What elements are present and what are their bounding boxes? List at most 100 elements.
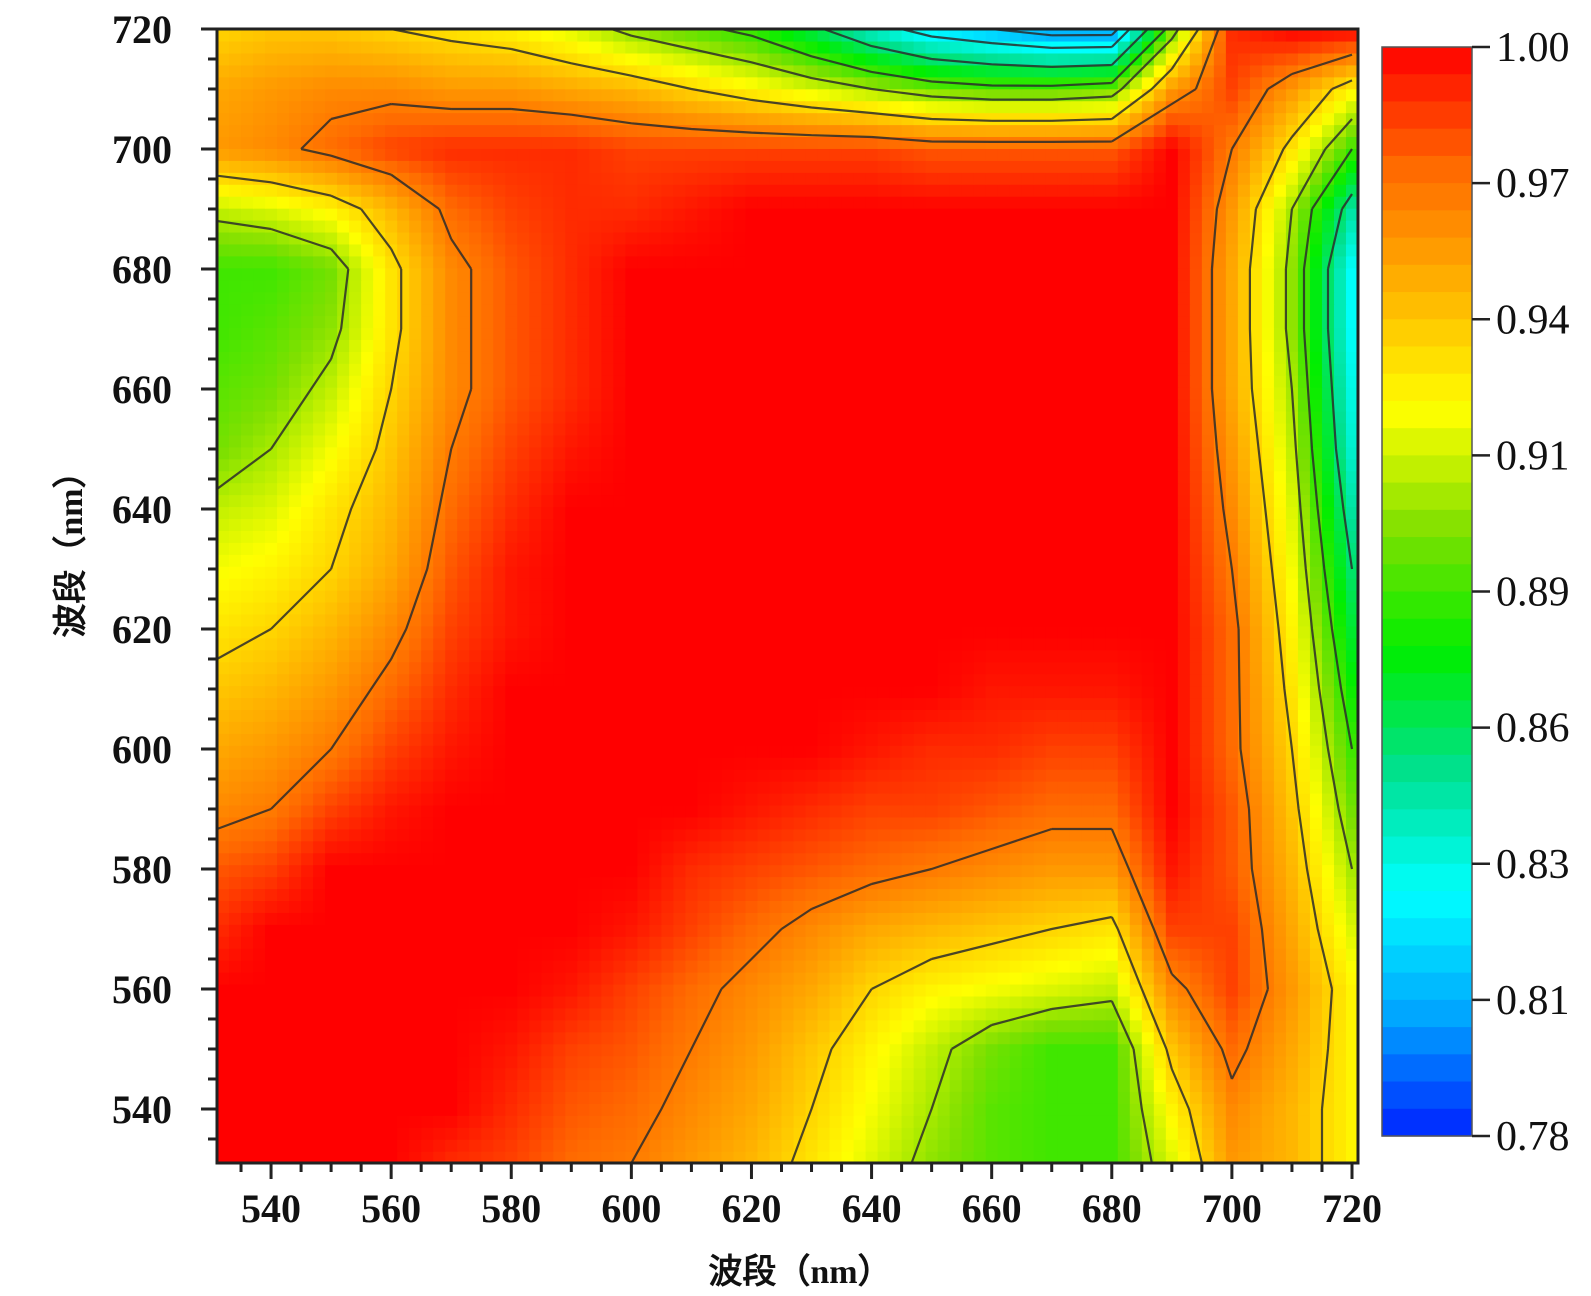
heat-cell <box>553 864 566 878</box>
heat-cell <box>673 637 687 651</box>
heat-cell <box>1273 661 1287 675</box>
heat-cell <box>1117 1091 1131 1104</box>
heat-cell <box>985 1115 999 1128</box>
heat-cell <box>433 1127 446 1140</box>
heat-cell <box>721 566 735 579</box>
heat-cell <box>865 816 879 830</box>
heat-cell <box>1189 852 1203 866</box>
heat-cell <box>865 530 879 543</box>
heat-cell <box>1105 948 1119 961</box>
heat-cell <box>637 613 650 627</box>
heat-cell <box>613 1115 626 1128</box>
heat-cell <box>1153 1091 1167 1104</box>
heat-cell <box>757 1127 771 1140</box>
heat-cell <box>409 554 422 567</box>
heat-cell <box>661 685 674 699</box>
heat-cell <box>253 1103 266 1116</box>
heat-cell <box>277 1067 290 1081</box>
heat-cell <box>541 1067 554 1081</box>
heat-cell <box>481 649 494 663</box>
heat-cell <box>745 1127 759 1140</box>
heat-cell <box>1129 733 1143 746</box>
heat-cell <box>361 613 374 627</box>
heat-cell <box>637 673 650 687</box>
heat-cell <box>949 1115 963 1128</box>
heat-cell <box>433 601 446 615</box>
heat-cell <box>445 697 458 710</box>
heat-cell <box>661 781 674 794</box>
heat-cell <box>577 972 590 985</box>
heat-cell <box>517 769 530 782</box>
heat-cell <box>901 637 915 651</box>
heat-cell <box>1345 1067 1358 1081</box>
heat-cell <box>1321 685 1335 699</box>
heat-cell <box>697 876 711 890</box>
heat-cell <box>565 757 578 770</box>
heat-cell <box>925 757 939 770</box>
heat-cell <box>229 566 242 579</box>
heat-cell <box>385 637 398 651</box>
heat-cell <box>877 1127 891 1140</box>
heat-cell <box>241 1019 254 1033</box>
heat-cell <box>817 888 831 901</box>
heat-cell <box>637 697 650 710</box>
heat-cell <box>1105 1079 1119 1092</box>
heat-cell <box>1213 995 1227 1009</box>
heat-cell <box>961 1007 975 1021</box>
heat-cell <box>217 530 230 543</box>
heat-cell <box>253 649 266 663</box>
heat-cell <box>1237 1007 1251 1021</box>
heat-cell <box>613 554 626 567</box>
heat-cell <box>805 852 819 866</box>
heat-cell <box>1069 804 1083 818</box>
heat-cell <box>625 840 638 854</box>
heat-cell <box>745 1103 759 1116</box>
heat-cell <box>781 936 795 949</box>
heat-cell <box>1285 1103 1299 1116</box>
heat-cell <box>1153 613 1167 627</box>
heat-cell <box>1225 924 1239 937</box>
heat-cell <box>781 733 795 746</box>
heat-cell <box>265 792 278 806</box>
heat-cell <box>385 888 398 901</box>
heat-cell <box>313 709 326 722</box>
heat-cell <box>685 1139 699 1152</box>
heat-cell <box>1261 1103 1275 1116</box>
heat-cell <box>877 864 891 878</box>
heat-cell <box>721 852 735 866</box>
heat-cell <box>565 888 578 901</box>
heat-cell <box>277 960 290 973</box>
heat-cell <box>1213 542 1227 555</box>
heat-cell <box>1069 1103 1083 1116</box>
heat-cell <box>901 983 915 997</box>
heat-cell <box>721 1091 735 1104</box>
heat-cell <box>793 995 807 1009</box>
heat-cell <box>1333 1019 1347 1033</box>
heat-cell <box>541 1031 554 1045</box>
heat-cell <box>481 912 494 925</box>
heat-cell <box>325 1019 338 1033</box>
heat-cell <box>469 995 482 1009</box>
heat-cell <box>289 1091 302 1104</box>
heat-cell <box>469 1127 482 1140</box>
heat-cell <box>709 1115 723 1128</box>
heat-cell <box>685 697 699 710</box>
heat-cell <box>1285 804 1299 818</box>
heat-cell <box>865 542 879 555</box>
heat-cell <box>637 637 650 651</box>
heat-cell <box>865 1139 879 1152</box>
heat-cell <box>1273 1019 1287 1033</box>
heat-cell <box>553 1151 566 1163</box>
heat-cell <box>1069 661 1083 675</box>
heat-cell <box>685 840 699 854</box>
heat-cell <box>1165 972 1179 985</box>
heat-cell <box>1081 590 1095 603</box>
heat-cell <box>577 792 590 806</box>
heat-cell <box>721 840 735 854</box>
heat-cell <box>1285 649 1299 663</box>
heat-cell <box>505 649 518 663</box>
heat-cell <box>397 983 410 997</box>
heat-cell <box>301 590 314 603</box>
heat-cell <box>1321 972 1335 985</box>
heat-cell <box>265 876 278 890</box>
